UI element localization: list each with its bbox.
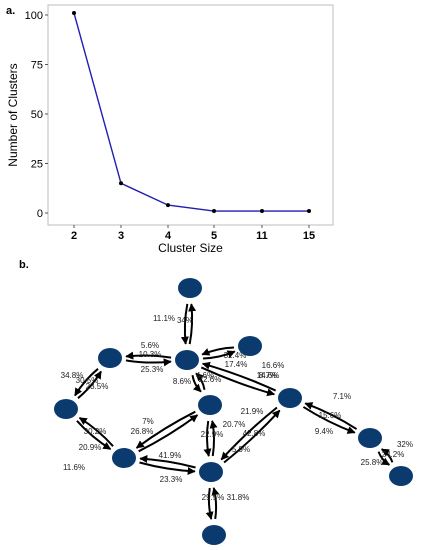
x-tick-label: 5 [211,230,217,242]
y-tick-label: 100 [25,10,43,22]
edge-label: 17.4% [225,360,248,369]
edge-label: 29.5% [202,493,225,502]
y-axis-label: Number of Clusters [6,63,20,166]
edge-label: 32% [397,440,413,449]
data-point [72,11,76,16]
network-node [358,428,382,448]
network-node [202,525,226,545]
edge-label: 9.4% [315,427,333,436]
edge-label: 8.7% [259,371,277,380]
edge-arrow [201,346,234,356]
edge-label: 26.8% [131,427,154,436]
edge-label: 20.7% [223,420,246,429]
data-point [260,209,264,214]
edge-label: 11.1% [153,314,175,323]
edge-arrow [191,374,202,393]
y-tick-label: 50 [31,109,43,121]
data-point [166,203,170,208]
edge-arrow [201,361,277,392]
cluster-size-chart: 0 25 50 75 100 2 3 4 5 11 15 Cluster Size Number of … [6,4,334,255]
edge-label: 5.9% [232,445,250,454]
edge-arrow [209,420,218,457]
edge-arrow [211,487,220,520]
transition-network: 11.1% 34% 5.6%10.3% 25.3% 34.8%30.5%23.5% 20.… [54,278,413,545]
plot-frame [47,4,334,226]
edge-label: 24.2% [382,450,405,459]
edge-arrow [203,350,236,360]
edge-arrow [203,420,212,457]
edge-label: 7.1% [333,392,351,401]
x-tick-label: 15 [303,230,315,242]
data-point [119,181,123,186]
edge-label: 30.5% [76,376,99,385]
edge-label: 22.9% [201,430,224,439]
edge-label: 21.9% [241,407,264,416]
edge-arrow [77,370,102,399]
edge-arrow [205,487,214,520]
edge-label: 22.6% [199,375,222,384]
edge-label: 16.6% [262,361,285,370]
network-node [389,466,413,486]
edge-arrow [220,406,278,461]
x-tick-label: 3 [118,230,124,242]
data-point [307,209,311,214]
edge-label: 34.8% [61,371,84,380]
edge-label: 8.6% [173,377,191,386]
panel-a-label: a. [6,5,15,17]
x-axis-label: Cluster Size [158,241,223,255]
edge-arrow [135,410,196,449]
network-node [98,348,122,368]
panel-b-label: b. [19,259,29,271]
data-point [212,209,216,214]
edge-label: 34% [177,316,193,325]
edge-arrow [380,448,394,463]
edge-label: 23.5% [86,382,109,391]
edge-label: 25.8% [361,458,384,467]
x-tick-label: 2 [71,230,77,242]
edge-arrow [125,358,172,367]
edge-label: 11.6% [63,463,85,472]
edge-arrow [377,451,391,466]
edge-arrow [180,303,189,345]
edge-arrow [125,351,172,360]
edge-label: 15.6% [319,411,342,420]
network-node [278,388,302,408]
edge-arrow [78,416,114,447]
y-tick-label: 0 [37,208,43,220]
y-tick-label: 75 [31,60,43,72]
edge-label: 5.6% [141,341,159,350]
edge-arrow [195,372,206,391]
x-tick-label: 4 [165,230,172,242]
edge-label: 25.3% [141,365,164,374]
edge-label: 14.6% [257,371,280,380]
network-node [199,462,223,482]
edge-label: 7% [142,417,154,426]
y-tick-label: 25 [31,159,43,171]
network-node [178,278,202,298]
edge-label: 30.2% [84,427,107,436]
edge-label: 20.9% [79,443,102,452]
edge-arrow [200,366,276,397]
edge-label: 42.8% [243,429,266,438]
network-node [198,395,222,415]
edge-arrow [139,461,196,476]
network-node [112,448,136,468]
network-node [54,399,78,419]
edge-arrow [304,402,358,430]
edge-label: 31.8% [227,493,250,502]
edge-arrow [223,409,281,464]
x-tick-label: 11 [256,230,268,242]
series-line [73,12,309,212]
edge-arrow [139,454,196,469]
edge-label: 23.3% [160,475,183,484]
edge-arrow [188,303,197,345]
network-node [238,336,262,356]
network-node [175,350,199,370]
edge-label: 4.6% [196,371,214,380]
edge-label: 10.3% [139,350,162,359]
edge-label: 41.9% [159,451,182,460]
